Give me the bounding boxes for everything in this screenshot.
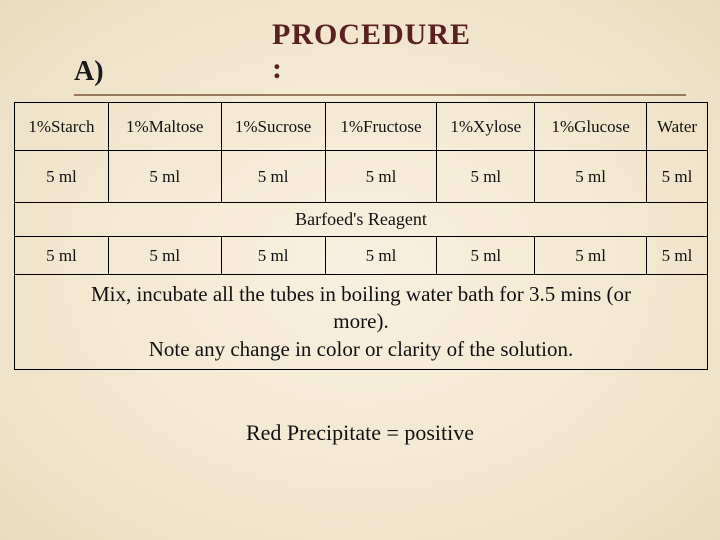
title-line-1: PROCEDURE [272, 18, 471, 52]
sample-cell: 5 ml [221, 151, 325, 203]
instr-line-1: Mix, incubate all the tubes in boiling w… [91, 282, 631, 306]
reagent-cell: 5 ml [108, 237, 221, 275]
reagent-cell: 5 ml [437, 237, 535, 275]
reagent-amount-row: 5 ml 5 ml 5 ml 5 ml 5 ml 5 ml 5 ml [15, 237, 708, 275]
procedure-table: 1%Starch 1%Maltose 1%Sucrose 1%Fructose … [14, 102, 708, 370]
sample-cell: 5 ml [535, 151, 647, 203]
th-fructose: 1%Fructose [325, 103, 437, 151]
th-water: Water [647, 103, 708, 151]
th-starch: 1%Starch [15, 103, 109, 151]
instr-line-2: more). [333, 309, 388, 333]
sample-cell: 5 ml [325, 151, 437, 203]
th-xylose: 1%Xylose [437, 103, 535, 151]
instr-line-3: Note any change in color or clarity of t… [149, 337, 574, 361]
reagent-row: Barfoed's Reagent [15, 203, 708, 237]
instructions-cell: Mix, incubate all the tubes in boiling w… [15, 275, 708, 370]
table-header-row: 1%Starch 1%Maltose 1%Sucrose 1%Fructose … [15, 103, 708, 151]
result-text: Red Precipitate = positive [0, 420, 720, 446]
instructions-row: Mix, incubate all the tubes in boiling w… [15, 275, 708, 370]
th-sucrose: 1%Sucrose [221, 103, 325, 151]
sample-row: 5 ml 5 ml 5 ml 5 ml 5 ml 5 ml 5 ml [15, 151, 708, 203]
reagent-cell: 5 ml [647, 237, 708, 275]
section-label: A) [74, 56, 686, 96]
reagent-cell: 5 ml [221, 237, 325, 275]
reagent-cell: 5 ml [15, 237, 109, 275]
sample-cell: 5 ml [15, 151, 109, 203]
sample-cell: 5 ml [108, 151, 221, 203]
th-maltose: 1%Maltose [108, 103, 221, 151]
th-glucose: 1%Glucose [535, 103, 647, 151]
sample-cell: 5 ml [437, 151, 535, 203]
reagent-cell: 5 ml [325, 237, 437, 275]
sample-cell: 5 ml [647, 151, 708, 203]
reagent-label: Barfoed's Reagent [15, 203, 708, 237]
reagent-cell: 5 ml [535, 237, 647, 275]
